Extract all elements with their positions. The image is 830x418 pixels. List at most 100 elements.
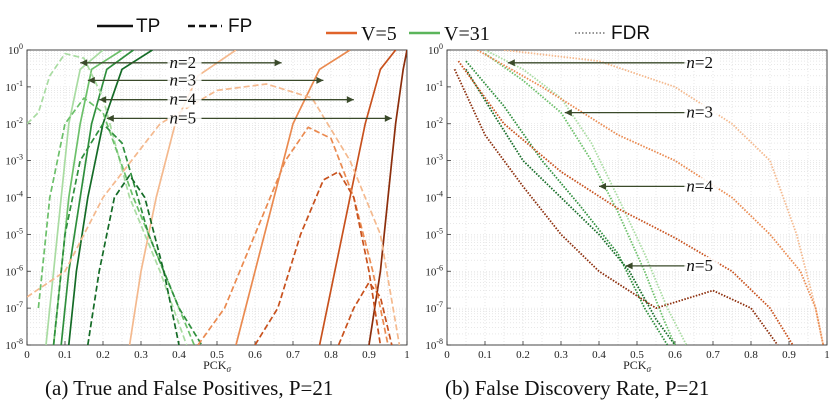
caption-a: (a) True and False Positives, P=21 bbox=[45, 376, 333, 400]
x-tick-label: 0.3 bbox=[134, 349, 148, 361]
y-tick-label: 10-8 bbox=[425, 337, 443, 352]
series-line-fp-v5-n2 bbox=[27, 83, 401, 345]
annotation-label-bg bbox=[684, 103, 719, 121]
y-tick-label: 10-8 bbox=[5, 337, 23, 352]
series-line-fp-v5-n3 bbox=[197, 126, 389, 345]
annotation-label-bg bbox=[167, 71, 202, 89]
x-axis-label: PCKσ bbox=[203, 358, 231, 374]
series-line-fdr-v31-n3 bbox=[484, 52, 676, 345]
annotation-label-n5: n=5 bbox=[686, 256, 713, 275]
x-tick-label: 0.2 bbox=[96, 349, 110, 361]
annotation-label-n3: n=3 bbox=[170, 70, 197, 89]
annotation-label-n2: n=2 bbox=[686, 53, 713, 72]
series-line-fdr-v5-n5 bbox=[453, 68, 779, 345]
series-line-tp-v5-n4 bbox=[318, 50, 397, 345]
y-tick-label: 10-1 bbox=[425, 79, 443, 94]
x-tick-label: 0.7 bbox=[706, 349, 720, 361]
legend-v5-label: V=5 bbox=[361, 23, 397, 45]
annotation-label-bg bbox=[684, 256, 719, 274]
y-tick-label: 10-5 bbox=[425, 226, 443, 241]
panel-a: 0 0.1 0.2 0.3 0.4 0.5 0.6 0.7 0.8 0.9 1 10-8 10-7 10-… bbox=[5, 42, 409, 374]
legend-v31-label: V=31 bbox=[444, 23, 490, 45]
annotation-label-bg bbox=[167, 90, 202, 108]
y-tick-label: 10-3 bbox=[5, 153, 23, 168]
annotation-label-n4: n=4 bbox=[170, 90, 197, 109]
y-tick-label: 100 bbox=[8, 42, 23, 57]
series-line-tp-v31-n4 bbox=[60, 50, 134, 345]
annotation-label-bg bbox=[684, 177, 719, 195]
x-tick-label: 0.1 bbox=[58, 349, 72, 361]
y-tick-label: 10-2 bbox=[425, 116, 443, 131]
series-line-fdr-v5-n2 bbox=[503, 50, 825, 345]
y-tick-label: 10-1 bbox=[5, 79, 23, 94]
series-line-fp-v5-n4 bbox=[254, 170, 382, 345]
x-tick-label: 0.2 bbox=[516, 349, 530, 361]
annotation-arrow-head bbox=[316, 76, 324, 84]
series-line-fdr-v5-n4 bbox=[457, 60, 794, 345]
series-line-fdr-v5-n3 bbox=[476, 50, 825, 345]
series-line-fdr-v31-n5 bbox=[465, 68, 676, 345]
x-tick-label: 0.5 bbox=[210, 349, 224, 361]
annotation-arrow-head bbox=[99, 96, 107, 104]
x-tick-label: 0.5 bbox=[630, 349, 644, 361]
legend-fdr-label: FDR bbox=[611, 23, 650, 44]
annotation-arrow-head bbox=[346, 96, 354, 104]
annotations: n=2 n=3 n=4 n=5 bbox=[507, 53, 719, 275]
grid bbox=[446, 50, 828, 346]
annotation-arrow-head bbox=[106, 114, 114, 122]
series-line-tp-v5-n3 bbox=[235, 50, 351, 345]
annotation-arrow-head bbox=[274, 59, 282, 67]
annotation-label-bg bbox=[167, 109, 202, 127]
annotation-arrow-head bbox=[384, 114, 392, 122]
annotations: n=2n=3n=4n=5 bbox=[80, 53, 392, 127]
y-tick-label: 10-3 bbox=[425, 153, 443, 168]
x-tick-label: 0.9 bbox=[782, 349, 796, 361]
x-tick-label: 0.7 bbox=[286, 349, 300, 361]
series-line-tp-v5-n5 bbox=[368, 50, 407, 345]
annotation-arrow-head bbox=[599, 182, 606, 190]
x-tick-label: 1 bbox=[404, 349, 410, 361]
series-line-fp-v31-n2 bbox=[27, 52, 188, 345]
annotation-label-bg bbox=[167, 53, 202, 71]
annotation-arrow-head bbox=[625, 262, 633, 270]
x-tick-label: 0.6 bbox=[668, 349, 682, 361]
series-line-tp-v31-n5 bbox=[67, 50, 153, 345]
caption-b: (b) False Discovery Rate, P=21 bbox=[445, 376, 709, 400]
x-axis-label: PCKσ bbox=[623, 358, 651, 374]
annotation-arrow-head bbox=[80, 59, 88, 67]
y-tick-label: 10-7 bbox=[5, 300, 23, 315]
legend: TP FP V=5 V=31 FDR bbox=[97, 16, 650, 45]
annotation-label-n2: n=2 bbox=[170, 53, 197, 72]
x-tick-label: 0.9 bbox=[362, 349, 376, 361]
panel-b: 0 0.1 0.2 0.3 0.4 0.5 0.6 0.7 0.8 0.9 1 10-8 10-7 10-… bbox=[425, 42, 829, 374]
y-tick-label: 100 bbox=[428, 42, 443, 57]
y-tick-label: 10-6 bbox=[425, 263, 443, 278]
annotation-arrow-head bbox=[507, 59, 515, 67]
y-tick-label: 10-5 bbox=[5, 226, 23, 241]
annotation-label-n5: n=5 bbox=[170, 108, 197, 127]
x-tick-label: 0.3 bbox=[554, 349, 568, 361]
y-tick-label: 10-4 bbox=[425, 190, 443, 205]
series-line-fdr-v31-n4 bbox=[465, 60, 669, 345]
x-tick-label: 0.6 bbox=[248, 349, 262, 361]
series-line-fp-v5-n5 bbox=[337, 281, 393, 345]
x-tick-label: 0 bbox=[24, 349, 30, 361]
series-line-tp-v5-n2 bbox=[128, 50, 237, 345]
series-group bbox=[453, 50, 825, 345]
x-tick-label: 0.8 bbox=[744, 349, 758, 361]
series-line-fp-v31-n5 bbox=[86, 174, 180, 345]
x-tick-label: 0.8 bbox=[324, 349, 338, 361]
series-line-fdr-v31-n2 bbox=[484, 50, 688, 345]
x-tick-label: 1 bbox=[824, 349, 830, 361]
series-group bbox=[27, 50, 407, 345]
annotation-arrow-head bbox=[564, 109, 572, 117]
x-tick-label: 0.4 bbox=[592, 349, 606, 361]
y-tick-label: 10-2 bbox=[5, 116, 23, 131]
annotation-arrow-head bbox=[87, 76, 95, 84]
series-line-tp-v31-n2 bbox=[45, 50, 104, 345]
y-tick-label: 10-7 bbox=[425, 300, 443, 315]
x-tick-label: 0.1 bbox=[478, 349, 492, 361]
annotation-label-n3: n=3 bbox=[686, 103, 713, 122]
annotation-label-n4: n=4 bbox=[686, 176, 713, 195]
